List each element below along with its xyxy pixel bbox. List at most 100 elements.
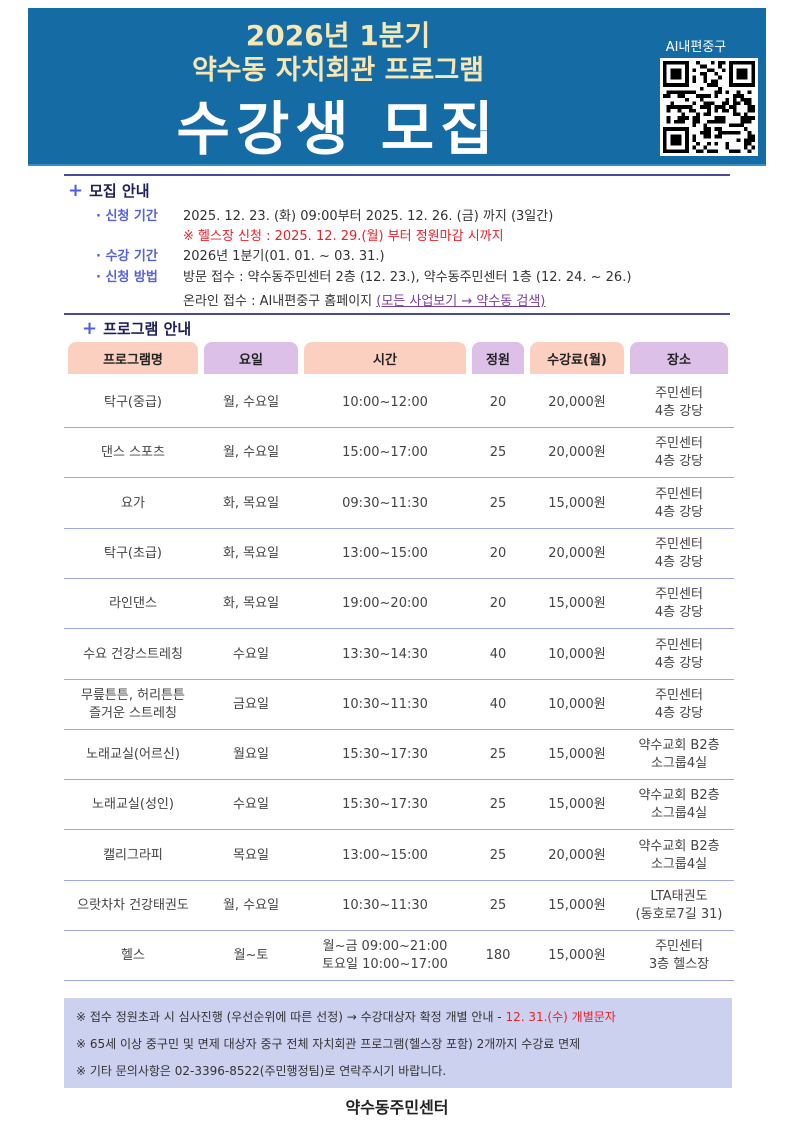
table-cell: 화, 목요일: [222, 545, 280, 561]
header-banner: 2026년 1분기 약수동 자치회관 프로그램 수강생 모집 AI내편중구: [28, 8, 766, 166]
column-header: 수강료(월): [530, 342, 624, 374]
table-cell: 25: [489, 747, 507, 763]
table-cell: 15:30~17:30: [342, 747, 428, 763]
table-cell: 주민센터 4층 강당: [654, 637, 704, 671]
table-row: 노래교실(어르신) 월요일 15:30~17:30 25 15,000원 약수교회 B2층…: [64, 730, 734, 781]
header-subtitle: 약수동 자치회관 프로그램: [191, 55, 485, 86]
table-cell: 13:30~14:30: [342, 646, 428, 662]
table-cell: 으랏차차 건강태권도: [77, 898, 189, 913]
table-cell: 25: [489, 847, 507, 863]
course-value: 2026년 1분기(01. 01. ~ 03. 31.): [183, 249, 385, 264]
table-row: 으랏차차 건강태권도 월, 수요일 10:30~11:30 25 15,000원 LTA태…: [64, 881, 734, 931]
header-year: 2026년 1분기: [245, 19, 431, 52]
qr-code[interactable]: [660, 58, 758, 156]
column-header: 프로그램명: [68, 342, 198, 374]
divider: [64, 174, 730, 176]
table-row: 캘리그라피 목요일 13:00~15:00 25 20,000원 약수교회 B2층 소그룹…: [64, 831, 734, 881]
table-cell: 15:00~17:00: [342, 445, 428, 461]
online-link[interactable]: (모든 사업보기 → 약수동 검색): [376, 294, 546, 309]
plus-icon: +: [68, 180, 84, 201]
footer-org: 약수동주민센터: [345, 1098, 449, 1117]
divider: [64, 313, 730, 315]
table-cell: 탁구(초급): [104, 545, 162, 561]
column-header: 정원: [472, 342, 524, 374]
table-cell: 요가: [121, 495, 145, 511]
table-cell: 월, 수요일: [222, 898, 280, 913]
table-cell: 15,000원: [548, 495, 606, 511]
notes-box: ※ 접수 정원초과 시 심사진행 (우선순위에 따른 선정) → 수강대상자 확…: [64, 998, 732, 1088]
table-cell: 15,000원: [548, 898, 606, 913]
online-method: 온라인 접수 : AI내편중구 홈페이지 (모든 사업보기 → 약수동 검색): [183, 294, 546, 309]
table-cell: 20: [489, 596, 507, 612]
table-cell: 15,000원: [548, 747, 606, 763]
table-cell: 25: [489, 495, 507, 511]
visit-method: 방문 접수 : 약수동주민센터 2층 (12. 23.), 약수동주민센터 1층…: [183, 270, 632, 285]
table-row: 헬스 월~토 월~금 09:00~21:00 토요일 10:00~17:00 180 1…: [64, 931, 734, 982]
table-row: 수요 건강스트레칭 수요일 13:30~14:30 40 10,000원 주민센터 4층 …: [64, 630, 734, 680]
table-row: 요가 화, 목요일 09:30~11:30 25 15,000원 주민센터 4층 강당: [64, 479, 734, 529]
note-3: ※ 기타 문의사항은 02-3396-8522(주민행정팀)로 연락주시기 바랍…: [76, 1064, 447, 1078]
header-title: 수강생 모집: [176, 95, 500, 163]
table-cell: 13:00~15:00: [342, 847, 428, 863]
table-cell: 10,000원: [548, 696, 606, 712]
table-cell: 15,000원: [548, 948, 606, 964]
table-cell: 40: [489, 696, 507, 712]
table-cell: 10:00~12:00: [342, 395, 428, 410]
table-cell: 라인댄스: [109, 596, 157, 612]
table-cell: 주민센터 4층 강당: [654, 587, 704, 621]
table-cell: 금요일: [233, 696, 269, 712]
plus-icon: +: [82, 318, 98, 339]
table-cell: 13:00~15:00: [342, 545, 428, 561]
table-cell: 09:30~11:30: [342, 495, 428, 511]
column-header: 시간: [304, 342, 466, 374]
table-cell: 약수교회 B2층 소그룹4실: [638, 738, 720, 772]
table-cell: 20,000원: [548, 545, 606, 561]
table-cell: 월요일: [233, 747, 269, 763]
table-cell: 주민센터 4층 강당: [654, 687, 704, 721]
table-cell: 주민센터 4층 강당: [654, 386, 704, 419]
column-header: 요일: [204, 342, 298, 374]
table-cell: 180: [485, 948, 511, 964]
table-cell: 주민센터 4층 강당: [654, 436, 704, 470]
table-cell: 20: [489, 395, 507, 410]
table-cell: 노래교실(성인): [92, 797, 174, 813]
table-cell: 주민센터 3층 헬스장: [648, 939, 710, 973]
table-cell: 약수교회 B2층 소그룹4실: [638, 788, 720, 822]
table-cell: 20,000원: [548, 395, 606, 410]
section-recruit-title: + 모집 안내: [68, 180, 150, 201]
table-cell: 헬스: [121, 948, 145, 964]
table-cell: 월~금 09:00~21:00 토요일 10:00~17:00: [322, 939, 448, 973]
table-cell: 수요 건강스트레칭: [83, 646, 183, 662]
table-cell: 화, 목요일: [222, 495, 280, 511]
table-cell: 20: [489, 545, 507, 561]
section-programs-title: + 프로그램 안내: [82, 318, 192, 339]
column-header: 장소: [630, 342, 728, 374]
table-cell: 캘리그라피: [103, 847, 163, 863]
table-cell: 10:30~11:30: [342, 898, 428, 913]
table-cell: 목요일: [233, 847, 269, 863]
qr-label: AI내편중구: [665, 40, 727, 55]
table-cell: 월~토: [233, 948, 269, 964]
table-row: 탁구(중급) 월, 수요일 10:00~12:00 20 20,000원 주민센터 4층 …: [64, 378, 734, 428]
table-row: 탁구(초급) 화, 목요일 13:00~15:00 20 20,000원 주민센터 4층 …: [64, 529, 734, 579]
table-cell: LTA태권도 (동호로7길 31): [635, 889, 723, 922]
table-row: 무릎튼튼, 허리튼튼 즐거운 스트레칭 금요일 10:30~11:30 40 10,00…: [64, 680, 734, 730]
table-cell: 25: [489, 898, 507, 913]
table-row: 댄스 스포츠 월, 수요일 15:00~17:00 25 20,000원 주민센터 4층 …: [64, 428, 734, 479]
table-cell: 노래교실(어르신): [86, 747, 180, 763]
table-cell: 수요일: [233, 646, 269, 662]
table-cell: 20,000원: [548, 445, 606, 461]
table-cell: 20,000원: [548, 847, 606, 863]
method-label: · 신청 방법: [96, 270, 158, 285]
table-cell: 주민센터 4층 강당: [654, 536, 704, 570]
table-cell: 25: [489, 797, 507, 813]
table-cell: 15:30~17:30: [342, 797, 428, 813]
table-cell: 화, 목요일: [222, 596, 280, 612]
table-cell: 25: [489, 445, 507, 461]
course-label: · 수강 기간: [96, 249, 158, 264]
table-cell: 40: [489, 646, 507, 662]
table-cell: 월, 수요일: [222, 395, 280, 410]
table-cell: 15,000원: [548, 596, 606, 612]
table-cell: 19:00~20:00: [342, 596, 428, 612]
note-1: ※ 접수 정원초과 시 심사진행 (우선순위에 따른 선정) → 수강대상자 확…: [76, 1010, 616, 1024]
